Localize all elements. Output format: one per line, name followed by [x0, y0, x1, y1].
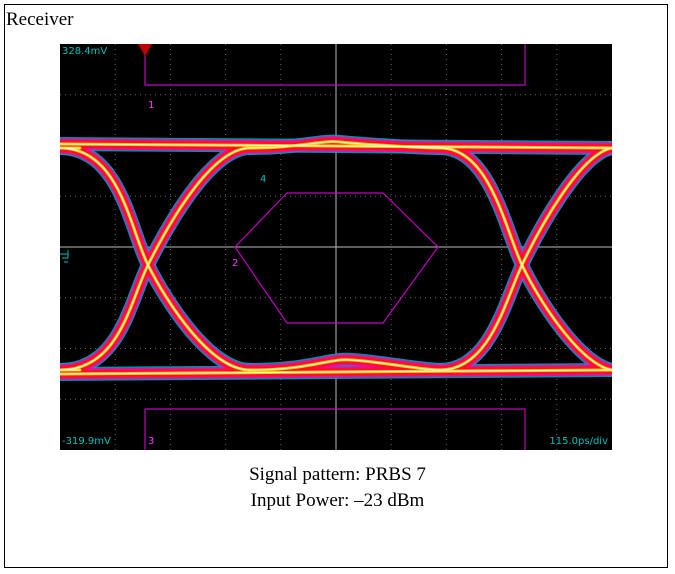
timebase: 115.0ps/div [549, 436, 608, 447]
figure-title: Receiver [6, 9, 74, 31]
mask-label: 3 [148, 436, 154, 447]
caption-line: Input Power: –23 dBm [0, 490, 675, 512]
mask-label: 2 [232, 258, 238, 269]
bottom-level: -319.9mV [62, 436, 111, 447]
channel-label: 4 [260, 174, 266, 185]
caption-line: Signal pattern: PRBS 7 [0, 464, 675, 486]
scope-display: 328.4mV -319.9mV 115.0ps/div 1 2 3 4 [60, 44, 612, 450]
page: {"header": {"title": "Receiver"}, "scope… [0, 0, 675, 574]
top-level: 328.4mV [62, 46, 107, 57]
mask-label: 1 [148, 100, 154, 111]
